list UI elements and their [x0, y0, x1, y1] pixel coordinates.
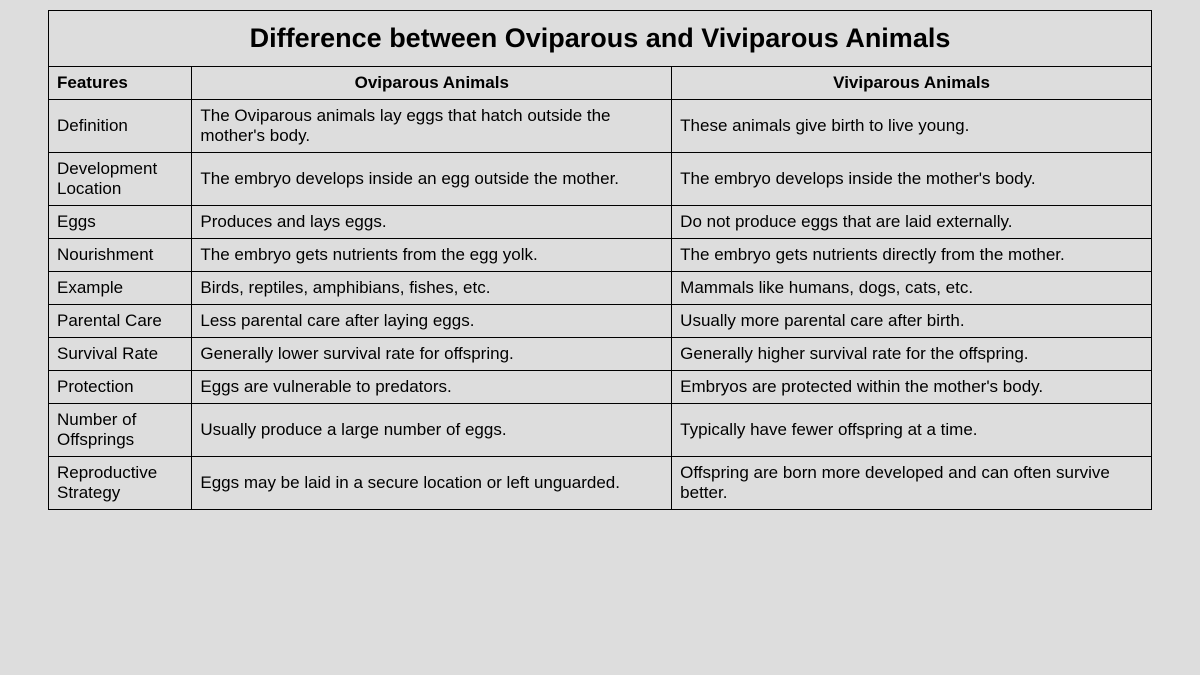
- viviparous-cell: Mammals like humans, dogs, cats, etc.: [672, 272, 1152, 305]
- viviparous-cell: Typically have fewer offspring at a time…: [672, 404, 1152, 457]
- table-title: Difference between Oviparous and Vivipar…: [49, 11, 1152, 67]
- table-row: Example Birds, reptiles, amphibians, fis…: [49, 272, 1152, 305]
- column-header-features: Features: [49, 67, 192, 100]
- oviparous-cell: The embryo develops inside an egg outsid…: [192, 153, 672, 206]
- table-row: Number of Offsprings Usually produce a l…: [49, 404, 1152, 457]
- oviparous-cell: Less parental care after laying eggs.: [192, 305, 672, 338]
- feature-cell: Development Location: [49, 153, 192, 206]
- feature-cell: Example: [49, 272, 192, 305]
- viviparous-cell: Generally higher survival rate for the o…: [672, 338, 1152, 371]
- feature-cell: Parental Care: [49, 305, 192, 338]
- table-row: Parental Care Less parental care after l…: [49, 305, 1152, 338]
- title-row: Difference between Oviparous and Vivipar…: [49, 11, 1152, 67]
- viviparous-cell: Usually more parental care after birth.: [672, 305, 1152, 338]
- feature-cell: Number of Offsprings: [49, 404, 192, 457]
- oviparous-cell: Birds, reptiles, amphibians, fishes, etc…: [192, 272, 672, 305]
- viviparous-cell: Embryos are protected within the mother'…: [672, 371, 1152, 404]
- table-row: Definition The Oviparous animals lay egg…: [49, 100, 1152, 153]
- feature-cell: Nourishment: [49, 239, 192, 272]
- table-row: Reproductive Strategy Eggs may be laid i…: [49, 457, 1152, 510]
- feature-cell: Reproductive Strategy: [49, 457, 192, 510]
- oviparous-cell: Eggs may be laid in a secure location or…: [192, 457, 672, 510]
- column-header-oviparous: Oviparous Animals: [192, 67, 672, 100]
- table-row: Eggs Produces and lays eggs. Do not prod…: [49, 206, 1152, 239]
- oviparous-cell: Produces and lays eggs.: [192, 206, 672, 239]
- oviparous-cell: Eggs are vulnerable to predators.: [192, 371, 672, 404]
- feature-cell: Protection: [49, 371, 192, 404]
- comparison-table: Difference between Oviparous and Vivipar…: [48, 10, 1152, 510]
- table-body: Definition The Oviparous animals lay egg…: [49, 100, 1152, 510]
- oviparous-cell: The embryo gets nutrients from the egg y…: [192, 239, 672, 272]
- feature-cell: Eggs: [49, 206, 192, 239]
- oviparous-cell: Usually produce a large number of eggs.: [192, 404, 672, 457]
- viviparous-cell: These animals give birth to live young.: [672, 100, 1152, 153]
- feature-cell: Survival Rate: [49, 338, 192, 371]
- feature-cell: Definition: [49, 100, 192, 153]
- table-row: Development Location The embryo develops…: [49, 153, 1152, 206]
- header-row: Features Oviparous Animals Viviparous An…: [49, 67, 1152, 100]
- oviparous-cell: Generally lower survival rate for offspr…: [192, 338, 672, 371]
- viviparous-cell: Offspring are born more developed and ca…: [672, 457, 1152, 510]
- table-row: Nourishment The embryo gets nutrients fr…: [49, 239, 1152, 272]
- oviparous-cell: The Oviparous animals lay eggs that hatc…: [192, 100, 672, 153]
- viviparous-cell: The embryo develops inside the mother's …: [672, 153, 1152, 206]
- viviparous-cell: The embryo gets nutrients directly from …: [672, 239, 1152, 272]
- table-row: Survival Rate Generally lower survival r…: [49, 338, 1152, 371]
- column-header-viviparous: Viviparous Animals: [672, 67, 1152, 100]
- table-row: Protection Eggs are vulnerable to predat…: [49, 371, 1152, 404]
- viviparous-cell: Do not produce eggs that are laid extern…: [672, 206, 1152, 239]
